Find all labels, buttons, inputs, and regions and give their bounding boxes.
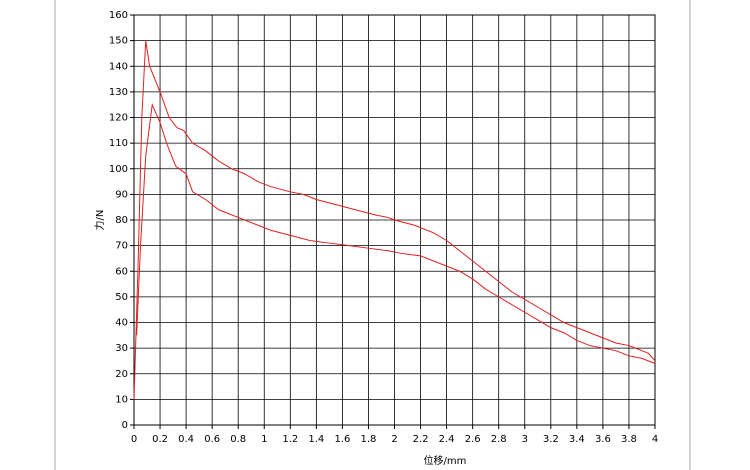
y-tick-label: 60 (115, 266, 128, 277)
x-tick-label: 0.4 (178, 434, 194, 445)
y-tick-label: 100 (109, 164, 128, 175)
x-tick-label: 1.4 (308, 434, 324, 445)
x-tick-label: 1.2 (282, 434, 298, 445)
x-tick-label: 1.6 (334, 434, 350, 445)
y-tick-label: 120 (109, 113, 128, 124)
x-tick-label: 2.2 (413, 434, 429, 445)
data-line (133, 40, 656, 400)
y-tick-label: 140 (109, 61, 128, 72)
y-tick-label: 10 (115, 394, 128, 405)
y-axis-label: 力/N (93, 210, 106, 231)
y-tick-label: 0 (122, 420, 128, 431)
y-tick-label: 130 (109, 87, 128, 98)
x-tick-label: 1 (261, 434, 267, 445)
x-tick-label: 3.8 (621, 434, 637, 445)
x-tick-label: 2 (391, 434, 397, 445)
y-tick-label: 30 (115, 343, 128, 354)
x-tick-label: 0.2 (152, 434, 168, 445)
x-tick-label: 3 (522, 434, 528, 445)
y-tick-label: 160 (109, 10, 128, 21)
y-tick-label: 40 (115, 318, 128, 329)
x-tick-label: 0.6 (204, 434, 220, 445)
x-tick-label: 4 (652, 434, 658, 445)
x-tick-label: 2.4 (439, 434, 455, 445)
x-tick-label: 0.8 (230, 434, 246, 445)
y-tick-label: 20 (115, 369, 128, 380)
x-tick-label: 2.6 (465, 434, 481, 445)
y-tick-label: 110 (109, 138, 128, 149)
y-tick-label: 90 (115, 189, 128, 200)
x-tick-label: 1.8 (360, 434, 376, 445)
x-tick-label: 3.4 (569, 434, 585, 445)
y-tick-label: 50 (115, 292, 128, 303)
x-tick-label: 3.2 (543, 434, 559, 445)
data-line (136, 102, 656, 364)
x-tick-label: 0 (131, 434, 137, 445)
x-tick-label: 3.6 (595, 434, 611, 445)
y-tick-label: 150 (109, 36, 128, 47)
plot-border (133, 14, 656, 426)
y-tick-label: 80 (115, 215, 128, 226)
x-axis-label: 位移/mm (424, 454, 467, 467)
y-tick-label: 70 (115, 241, 128, 252)
x-tick-label: 2.8 (491, 434, 507, 445)
